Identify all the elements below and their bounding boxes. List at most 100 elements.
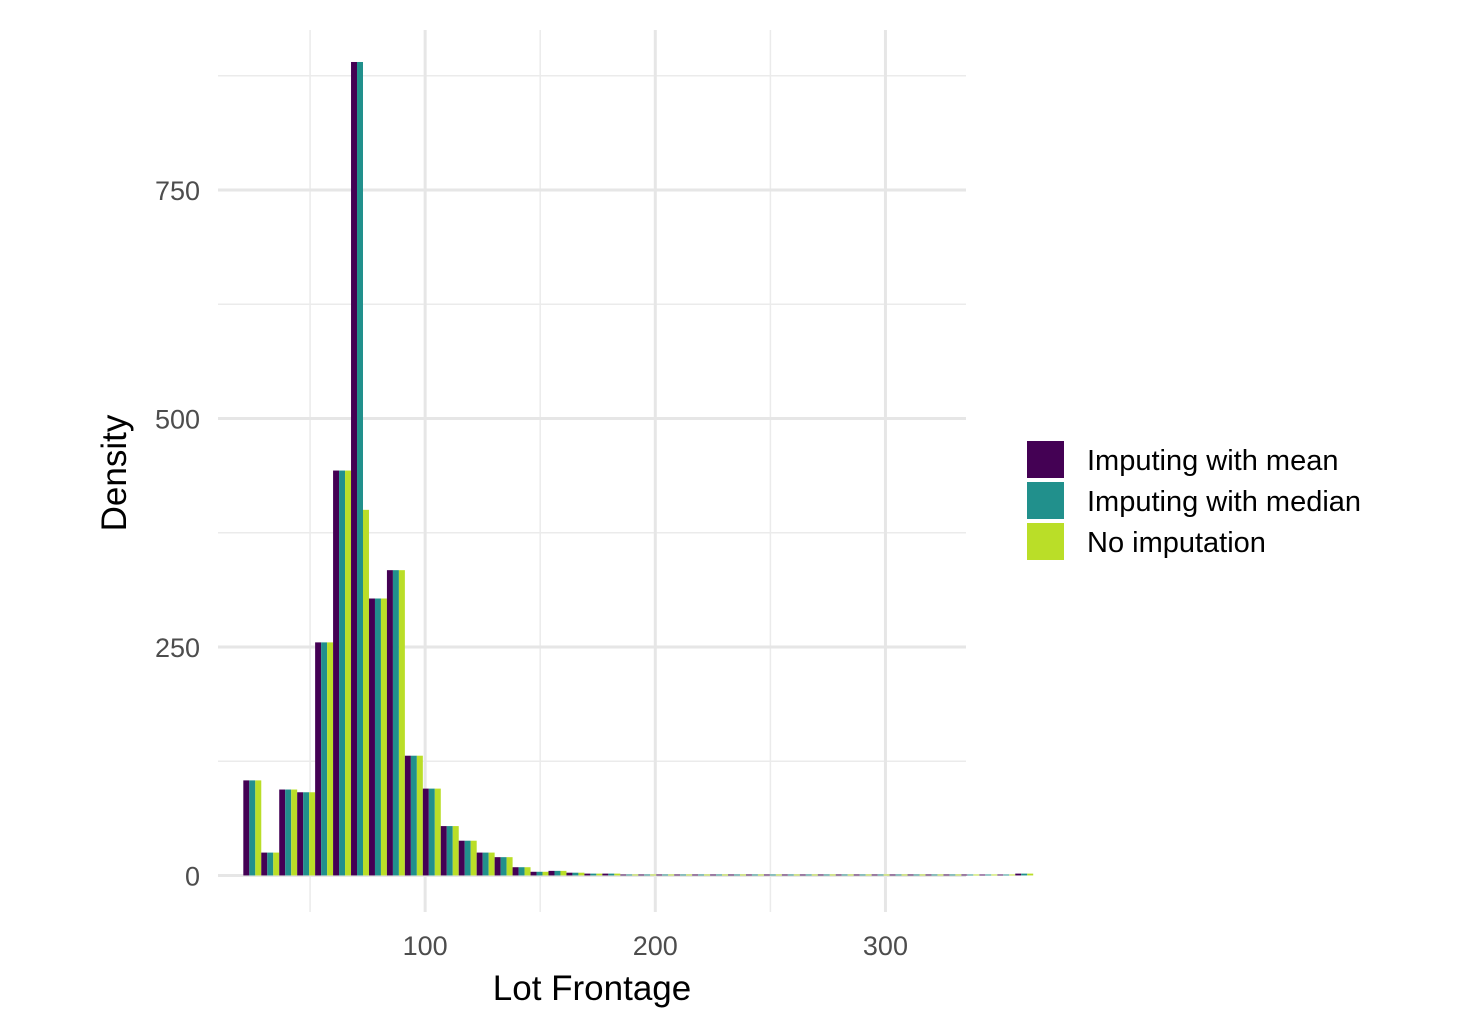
bar: [739, 874, 746, 876]
bar: [656, 874, 663, 876]
bar: [482, 852, 489, 876]
bar: [650, 874, 657, 876]
bar: [518, 867, 525, 876]
bar: [757, 874, 764, 876]
bar: [853, 874, 860, 876]
legend-label: No imputation: [1087, 527, 1266, 559]
bar: [943, 874, 950, 876]
bar: [871, 874, 878, 876]
x-tick-label: 300: [863, 931, 908, 961]
bar: [919, 874, 926, 876]
bar: [883, 874, 890, 876]
bar: [410, 755, 417, 876]
bar: [374, 598, 381, 876]
bar: [261, 852, 268, 876]
y-tick-label: 250: [155, 633, 200, 663]
bar: [428, 788, 435, 876]
bar: [542, 871, 549, 876]
bar: [500, 857, 507, 876]
bar: [333, 470, 340, 876]
legend-label: Imputing with mean: [1087, 445, 1338, 477]
bar: [440, 826, 447, 876]
bar: [392, 570, 399, 876]
bar: [763, 874, 770, 876]
bar: [829, 874, 836, 876]
bar: [620, 874, 627, 876]
bar: [925, 874, 932, 876]
bar: [243, 780, 250, 876]
legend-label: Imputing with median: [1087, 486, 1361, 518]
bar: [464, 840, 471, 876]
bar: [961, 874, 968, 876]
x-tick-label: 200: [633, 931, 678, 961]
bar: [781, 874, 788, 876]
bar: [303, 792, 310, 876]
bar: [692, 874, 699, 876]
bar: [297, 792, 304, 876]
bar: [1003, 874, 1010, 876]
bar: [859, 874, 866, 876]
bar: [536, 871, 543, 876]
bar: [446, 826, 453, 876]
bar: [398, 570, 405, 876]
x-axis-title: Lot Frontage: [493, 969, 691, 1008]
bar: [991, 874, 998, 876]
bar: [614, 873, 621, 876]
bar: [662, 874, 669, 876]
bar: [793, 874, 800, 876]
bar: [506, 857, 513, 876]
bar: [967, 874, 974, 876]
x-tick-label: 100: [403, 931, 448, 961]
bar: [745, 874, 752, 876]
bar: [380, 598, 387, 876]
bars: [243, 61, 1034, 876]
bar: [835, 874, 842, 876]
bar: [452, 826, 459, 876]
bar: [554, 870, 561, 876]
bar: [249, 780, 256, 876]
bar: [327, 642, 334, 876]
bar: [686, 874, 693, 876]
bar: [805, 874, 812, 876]
bar: [937, 874, 944, 876]
legend-key: [1027, 441, 1064, 478]
bar: [291, 789, 298, 876]
bar: [680, 874, 687, 876]
bar: [476, 852, 483, 876]
bar: [638, 874, 645, 876]
bar: [267, 852, 274, 876]
y-tick-label: 750: [155, 176, 200, 206]
bar: [255, 780, 262, 876]
bar: [279, 789, 286, 876]
bar: [775, 874, 782, 876]
bar: [734, 874, 740, 876]
bar: [823, 874, 830, 876]
bar: [817, 874, 824, 876]
bar: [668, 874, 675, 876]
bar: [1027, 873, 1034, 876]
bar: [895, 874, 902, 876]
bar: [596, 873, 603, 876]
bar: [877, 874, 884, 876]
bar: [530, 871, 537, 876]
bar: [985, 874, 992, 876]
bar: [716, 874, 723, 876]
bar: [931, 874, 938, 876]
legend-key: [1027, 523, 1064, 560]
bar: [470, 840, 477, 876]
bar: [339, 470, 346, 876]
bar: [722, 874, 729, 876]
bar: [368, 598, 375, 876]
y-tick-label: 0: [185, 861, 200, 891]
bar: [644, 874, 651, 876]
bar: [309, 792, 316, 876]
bar: [273, 852, 280, 876]
bar: [524, 867, 531, 876]
bar: [728, 874, 735, 876]
legend: Imputing with mean Imputing with median No…: [1027, 441, 1361, 560]
bar: [512, 867, 519, 876]
bar: [494, 857, 501, 876]
bar: [488, 852, 495, 876]
bar: [632, 874, 639, 876]
